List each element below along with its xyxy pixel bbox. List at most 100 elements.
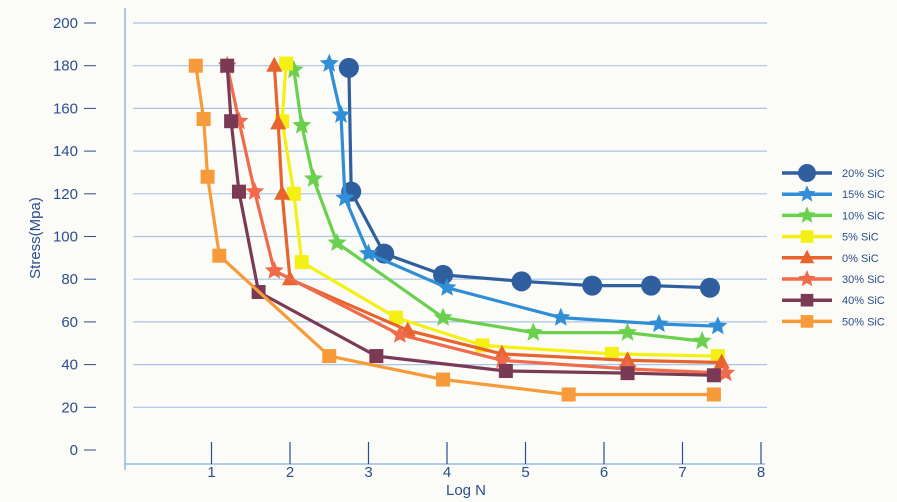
legend-item: 20% SiC	[782, 164, 885, 182]
data-point	[649, 314, 669, 333]
data-point	[561, 387, 576, 402]
legend-label: 30% SiC	[842, 274, 885, 286]
data-point	[641, 275, 662, 296]
data-point	[335, 188, 355, 207]
data-point	[706, 387, 721, 402]
legend-swatch-marker	[799, 249, 815, 264]
data-point	[322, 349, 337, 364]
data-point	[492, 350, 512, 369]
series-line	[280, 63, 718, 358]
legend-label: 5% SiC	[842, 232, 879, 244]
data-point	[692, 331, 712, 350]
data-point	[436, 372, 451, 387]
y-tick-label: 20	[61, 399, 78, 416]
x-tick-label: 6	[600, 464, 608, 481]
data-point	[284, 60, 304, 79]
legend: 20% SiC 15% SiC 10% SiC 5% SiC 0% SiC 30% SiC…	[782, 164, 885, 328]
data-point	[706, 368, 721, 383]
data-point	[708, 316, 728, 335]
legend-item: 10% SiC	[782, 206, 885, 223]
x-tick-label: 5	[521, 464, 529, 481]
y-tick-label: 80	[61, 271, 78, 288]
data-point	[359, 243, 378, 262]
y-tick-label: 160	[53, 100, 78, 117]
x-tick-label: 1	[207, 464, 215, 481]
y-tick-label: 180	[53, 58, 78, 75]
data-point	[304, 168, 324, 187]
data-point	[279, 56, 294, 71]
data-point	[331, 104, 351, 123]
y-tick-label: 120	[53, 186, 78, 203]
data-point	[604, 346, 619, 361]
series-line	[225, 65, 726, 375]
y-tick-label: 40	[61, 357, 78, 374]
data-point	[212, 248, 227, 263]
legend-label: 15% SiC	[842, 189, 885, 201]
data-point	[224, 114, 239, 129]
series-20-sic	[338, 57, 720, 298]
x-tick-labels: 1 2 3 4 5 6 7 8	[207, 464, 765, 481]
data-point	[231, 184, 246, 199]
y-tick-label: 200	[53, 15, 78, 32]
series-5-sic	[275, 56, 725, 364]
data-point	[286, 186, 301, 201]
y-tick-label: 60	[61, 314, 78, 331]
legend-swatch-marker	[798, 206, 816, 223]
legend-item: 15% SiC	[782, 185, 885, 202]
axes	[84, 8, 765, 470]
series-10-sic	[284, 60, 712, 350]
data-point	[388, 310, 403, 325]
legend-swatch-marker	[798, 270, 816, 287]
x-tick-label: 7	[678, 464, 686, 481]
data-point	[264, 260, 284, 279]
legend-swatch-marker	[800, 230, 814, 243]
x-tick-label: 4	[443, 464, 451, 481]
legend-label: 0% SiC	[842, 253, 879, 265]
data-point	[245, 181, 265, 200]
data-point	[433, 307, 453, 326]
data-point	[292, 115, 312, 134]
data-point	[523, 322, 543, 341]
series-line	[327, 63, 718, 328]
data-point	[327, 232, 347, 251]
data-point	[319, 53, 339, 72]
legend-label: 10% SiC	[842, 210, 885, 222]
y-tick-label: 140	[53, 143, 78, 160]
data-point	[437, 277, 457, 296]
x-axis-label: Log N	[446, 482, 486, 499]
data-point	[196, 112, 211, 127]
legend-label: 40% SiC	[842, 295, 885, 307]
legend-item: 5% SiC	[782, 230, 879, 244]
legend-swatch-marker	[798, 164, 816, 182]
legend-item: 50% SiC	[782, 315, 885, 328]
data-point	[200, 169, 215, 184]
data-point	[618, 322, 638, 341]
x-tick-label: 8	[757, 464, 765, 481]
data-point	[511, 271, 532, 292]
data-point	[274, 184, 291, 200]
data-point	[582, 275, 603, 296]
legend-item: 0% SiC	[782, 249, 879, 265]
data-point	[266, 56, 283, 72]
data-point	[294, 255, 309, 270]
data-point	[619, 351, 636, 367]
x-tick-label: 3	[364, 464, 372, 481]
legend-item: 30% SiC	[782, 270, 885, 287]
series-line	[194, 65, 714, 397]
series-line	[272, 65, 722, 365]
data-point	[390, 324, 410, 343]
data-point	[338, 57, 359, 78]
data-point	[620, 366, 635, 381]
series-line	[225, 65, 714, 377]
legend-label: 20% SiC	[842, 168, 885, 180]
series-50-sic	[188, 58, 721, 402]
y-tick-label: 0	[70, 442, 78, 459]
data-point	[220, 58, 235, 73]
series-group	[188, 53, 736, 402]
data-point	[369, 349, 384, 364]
data-point	[188, 58, 203, 73]
series-line	[292, 69, 703, 343]
legend-swatch-marker	[798, 185, 816, 202]
